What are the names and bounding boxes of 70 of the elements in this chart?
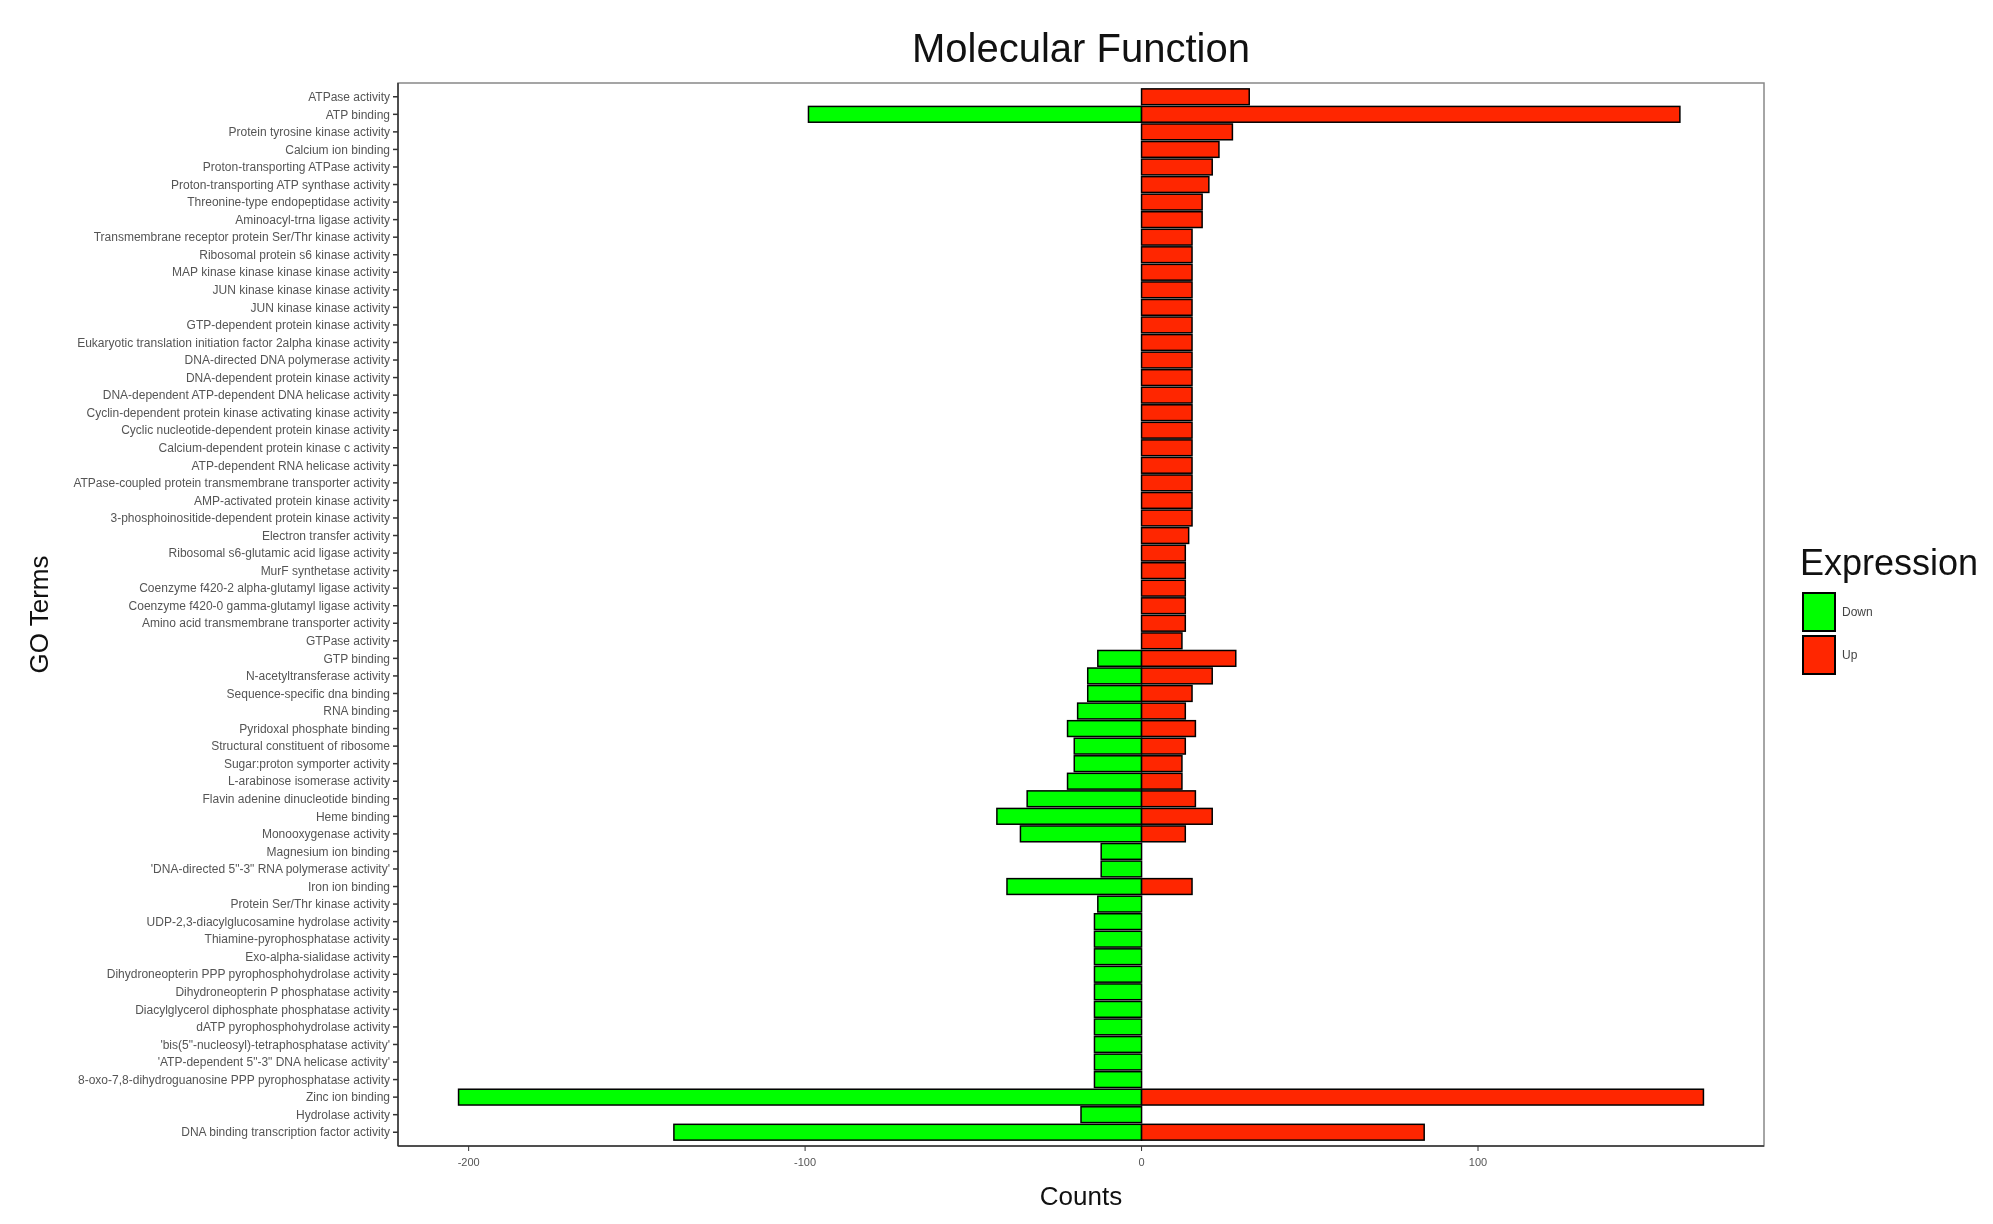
y-tick-label: JUN kinase kinase activity	[250, 300, 390, 315]
y-tick-label: Sequence-specific dna binding	[226, 686, 390, 701]
y-tick-label: Coenzyme f420-0 gamma-glutamyl ligase activity	[128, 598, 390, 613]
y-tick-label: Dihydroneopterin P phosphatase activity	[175, 985, 390, 1000]
legend-title: Expression	[1800, 542, 1979, 583]
y-tick-label: Coenzyme f420-2 alpha-glutamyl ligase activity	[139, 581, 390, 596]
y-tick-label: Threonine-type endopeptidase activity	[187, 195, 390, 210]
y-tick-label: Thiamine-pyrophosphatase activity	[204, 932, 390, 947]
y-tick-label: Hydrolase activity	[295, 1107, 390, 1122]
x-tick-label: -100	[794, 1156, 817, 1168]
y-tick-label: DNA-dependent ATP-dependent DNA helicase activity	[102, 388, 390, 403]
y-tick-label: Monooxygenase activity	[261, 827, 390, 842]
y-tick-label: GTP-dependent protein kinase activity	[186, 318, 390, 333]
y-tick-label: GTP binding	[323, 651, 390, 666]
y-tick-label: 'bis(5"-nucleosyl)-tetraphosphatase activity'	[160, 1037, 390, 1052]
y-tick-label: MurF synthetase activity	[260, 563, 390, 578]
x-tick-label: 100	[1468, 1156, 1488, 1168]
y-tick-label: ATP binding	[325, 107, 390, 122]
y-tick-label: DNA binding transcription factor activity	[181, 1125, 390, 1140]
y-tick-label: DNA-directed DNA polymerase activity	[184, 353, 390, 368]
y-tick-label: GTPase activity	[305, 634, 390, 649]
y-tick-label: Ribosomal s6-glutamic acid ligase activity	[168, 546, 390, 561]
y-tick-label: AMP-activated protein kinase activity	[193, 493, 390, 508]
y-tick-label: Flavin adenine dinucleotide binding	[202, 791, 390, 806]
y-tick-label: Protein Ser/Thr kinase activity	[230, 897, 390, 912]
y-tick-label: Calcium ion binding	[285, 142, 390, 157]
chart-title: Molecular Function	[912, 26, 1250, 70]
y-tick-label: ATPase activity	[308, 89, 390, 104]
y-tick-label: Amino acid transmembrane transporter activity	[141, 616, 390, 631]
y-tick-label: Dihydroneopterin PPP pyrophosphohydrolase activity	[106, 967, 390, 982]
x-axis-title: Counts	[1039, 1181, 1123, 1211]
y-tick-label: Cyclic nucleotide-dependent protein kinase activity	[121, 423, 390, 438]
y-tick-label: ATPase-coupled protein transmembrane transporter activity	[73, 476, 390, 491]
y-axis-title: GO Terms	[24, 555, 54, 674]
y-tick-label: 'ATP-dependent 5"-3" DNA helicase activity'	[157, 1055, 390, 1070]
y-tick-label: Zinc ion binding	[305, 1090, 390, 1105]
y-tick-label: Heme binding	[315, 809, 390, 824]
y-tick-label: 'DNA-directed 5"-3" RNA polymerase activity'	[150, 862, 390, 877]
y-tick-label: JUN kinase kinase kinase activity	[212, 283, 390, 298]
y-tick-label: Exo-alpha-sialidase activity	[245, 949, 390, 964]
y-tick-label: Structural constituent of ribosome	[211, 739, 391, 754]
y-tick-label: N-acetyltransferase activity	[245, 669, 390, 684]
y-tick-label: 8-oxo-7,8-dihydroguanosine PPP pyrophosphatase activity	[78, 1072, 390, 1087]
x-tick-label: 0	[1138, 1156, 1145, 1168]
y-tick-label: Eukaryotic translation initiation factor 2alpha kinase activity	[77, 335, 390, 350]
y-tick-label: Diacylglycerol diphosphate phosphatase activity	[135, 1002, 390, 1017]
y-tick-label: Aminoacyl-trna ligase activity	[235, 212, 390, 227]
y-tick-label: MAP kinase kinase kinase kinase activity	[172, 265, 390, 280]
y-tick-label: Cyclin-dependent protein kinase activating kinase activity	[86, 405, 390, 420]
text: Down	[1842, 605, 1873, 620]
y-tick-label: DNA-dependent protein kinase activity	[185, 370, 390, 385]
y-tick-label: dATP pyrophosphohydrolase activity	[196, 1020, 390, 1035]
y-tick-label: 3-phosphoinositide-dependent protein kinase activity	[110, 511, 390, 526]
y-tick-label: Electron transfer activity	[261, 528, 390, 543]
y-tick-label: UDP-2,3-diacylglucosamine hydrolase activity	[146, 914, 390, 929]
y-tick-label: RNA binding	[323, 704, 390, 719]
y-tick-label: Proton-transporting ATPase activity	[202, 160, 390, 175]
y-tick-label: Pyridoxal phosphate binding	[239, 721, 390, 736]
x-tick-label: -200	[457, 1156, 480, 1168]
y-tick-label: Sugar:proton symporter activity	[223, 756, 390, 771]
y-tick-label: Transmembrane receptor protein Ser/Thr kinase activity	[93, 230, 390, 245]
y-tick-label: Proton-transporting ATP synthase activity	[171, 177, 390, 192]
y-tick-label: Protein tyrosine kinase activity	[228, 125, 390, 140]
y-tick-label: Magnesium ion binding	[266, 844, 390, 859]
y-tick-label: L-arabinose isomerase activity	[227, 774, 390, 789]
y-tick-label: Calcium-dependent protein kinase c activity	[158, 440, 390, 455]
text: Up	[1842, 648, 1858, 663]
y-tick-label: Ribosomal protein s6 kinase activity	[199, 247, 390, 262]
y-tick-label: ATP-dependent RNA helicase activity	[191, 458, 390, 473]
y-tick-label: Iron ion binding	[307, 879, 390, 894]
